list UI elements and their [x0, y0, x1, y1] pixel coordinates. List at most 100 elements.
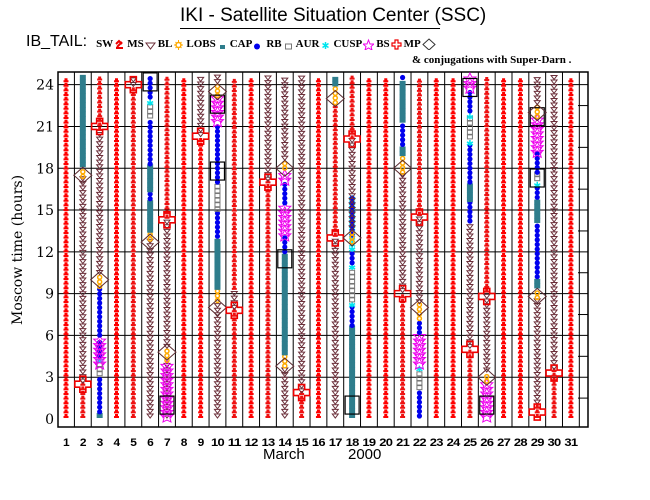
- mark-sw: [181, 377, 187, 382]
- mark-sw: [450, 184, 456, 188]
- x-tick-label: 4: [113, 437, 121, 449]
- mark-ms: [231, 312, 237, 317]
- mark-ms: [97, 94, 103, 99]
- mark-sw: [501, 317, 507, 322]
- mark-sw: [315, 211, 321, 216]
- mark-ms: [484, 238, 490, 243]
- mark-sw: [501, 230, 507, 234]
- mark-sw: [113, 220, 119, 225]
- mark-sw: [517, 101, 523, 106]
- x-tick-label: 19: [362, 437, 376, 449]
- mark-rb: [416, 395, 423, 401]
- mark-rb: [467, 108, 473, 114]
- mark-rb: [147, 133, 153, 139]
- mark-sw: [366, 248, 372, 253]
- mark-sw: [568, 170, 574, 175]
- mark-ms: [130, 276, 136, 280]
- mark-sw: [315, 202, 321, 207]
- mark-rb: [349, 313, 355, 319]
- mark-aur: [214, 206, 221, 212]
- mark-sw: [568, 335, 574, 340]
- mark-rb: [147, 80, 153, 86]
- mark-ms: [130, 156, 136, 161]
- mark-ms: [164, 173, 170, 178]
- mark-cap: [534, 208, 541, 214]
- mark-sw: [450, 326, 456, 331]
- mark-ms: [80, 386, 86, 391]
- x-tick-label: 10: [211, 437, 225, 449]
- mark-sw: [181, 82, 187, 87]
- mark-cap: [79, 74, 86, 80]
- mark-sw: [248, 151, 254, 156]
- mark-rb: [467, 103, 473, 109]
- mark-ms: [400, 294, 406, 299]
- mark-sw: [383, 110, 389, 115]
- mark-ms: [164, 191, 170, 196]
- superdarn-diamond: [275, 357, 295, 375]
- mark-sw: [315, 285, 321, 290]
- mark-ms: [484, 109, 490, 114]
- mark-cap: [147, 223, 154, 229]
- mark-sw: [248, 372, 254, 377]
- mark-bs: [210, 91, 225, 105]
- mark-sw: [181, 179, 187, 184]
- mark-sw: [383, 151, 389, 156]
- segment-bl: [280, 77, 289, 162]
- mark-rb: [214, 165, 221, 171]
- mark-cap: [79, 79, 86, 85]
- mark-rb: [97, 348, 103, 355]
- mark-sw: [433, 409, 439, 414]
- mark-sw: [63, 262, 69, 267]
- mark-ms: [416, 115, 422, 120]
- mark-sw: [113, 207, 119, 211]
- mark-ms: [400, 409, 406, 414]
- mark-sw: [181, 138, 187, 142]
- mark-sw: [113, 248, 119, 253]
- segment-aur: [466, 116, 473, 140]
- mark-sw: [113, 386, 119, 391]
- mark-ms: [265, 211, 271, 216]
- mark-ms: [97, 113, 103, 118]
- mark-sw: [517, 124, 523, 129]
- mark-sw: [450, 358, 456, 363]
- mark-bs: [530, 131, 545, 145]
- mark-sw: [315, 322, 321, 326]
- mark-sw: [517, 197, 523, 202]
- mark-sw: [517, 303, 523, 308]
- segment-cap: [399, 146, 406, 157]
- mark-sw: [113, 276, 119, 280]
- mark-ms: [265, 262, 271, 267]
- mark-cap: [281, 267, 288, 273]
- mp-crossing-marker: [225, 301, 244, 320]
- mark-rb: [400, 141, 406, 147]
- mark-ms: [332, 168, 338, 173]
- mark-ms: [130, 345, 136, 349]
- mark-ms: [484, 265, 490, 270]
- mark-cap: [147, 178, 154, 184]
- mark-sw: [517, 340, 523, 345]
- conjunction-box: [159, 395, 175, 415]
- mark-bs: [412, 343, 427, 357]
- segment-rb: [147, 191, 153, 202]
- mark-sw: [248, 165, 254, 170]
- mark-sw: [517, 257, 523, 262]
- mark-bl: [550, 74, 559, 81]
- mark-sw: [315, 174, 321, 179]
- mark-cap: [399, 117, 406, 123]
- mark-sw: [433, 354, 439, 359]
- mark-ms: [467, 381, 473, 386]
- mark-rb: [214, 219, 221, 226]
- mark-sw: [248, 358, 254, 363]
- mark-sw: [450, 303, 456, 308]
- mark-bs: [159, 373, 175, 387]
- mark-sw: [383, 285, 389, 290]
- segment-rb: [214, 124, 221, 185]
- mark-sw: [450, 105, 456, 110]
- mark-ms: [484, 146, 490, 151]
- legend-item-cusp: CUSP: [333, 36, 375, 50]
- superdarn-diamond: [207, 298, 228, 317]
- mark-sw: [198, 202, 204, 207]
- mark-sw: [198, 165, 204, 170]
- mark-sw: [433, 184, 439, 188]
- mark-ms: [231, 129, 237, 134]
